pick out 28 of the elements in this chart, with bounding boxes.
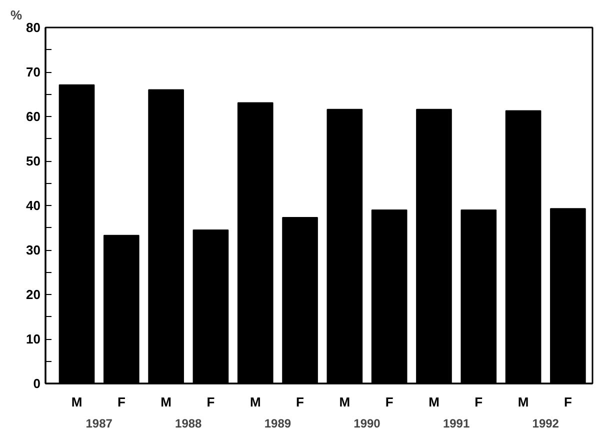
text: 1987: [86, 416, 113, 430]
x-tick-label: F: [206, 394, 215, 410]
y-tick-label: 30: [26, 242, 41, 258]
text: 1988: [175, 416, 202, 430]
y-axis-title: %: [10, 8, 22, 22]
y-tick-label: 60: [26, 109, 41, 124]
text: 1992: [532, 416, 560, 430]
x-tick-label: M: [428, 394, 440, 410]
y-tick-label: 10: [26, 332, 41, 346]
x-tick-label: F: [296, 394, 304, 410]
x-tick-label: F: [117, 394, 126, 410]
x-tick-label: M: [518, 394, 529, 410]
x-tick-label: F: [385, 394, 394, 410]
text: 1990: [354, 416, 381, 430]
y-tick-label: 20: [26, 287, 41, 302]
y-tick-label: 80: [26, 20, 41, 35]
x-tick-label: F: [564, 394, 572, 410]
y-tick-label: 0: [33, 376, 41, 391]
y-tick-label: 50: [26, 154, 41, 168]
x-tick-label: M: [339, 394, 350, 410]
x-tick-label: M: [160, 394, 172, 410]
x-tick-label: M: [250, 394, 261, 410]
y-tick-label: 40: [26, 198, 41, 213]
y-tick-label: 70: [26, 64, 41, 80]
text: 1989: [264, 416, 292, 430]
x-tick-label: M: [71, 394, 82, 410]
text: 1991: [442, 416, 470, 430]
x-tick-label: F: [474, 394, 483, 410]
